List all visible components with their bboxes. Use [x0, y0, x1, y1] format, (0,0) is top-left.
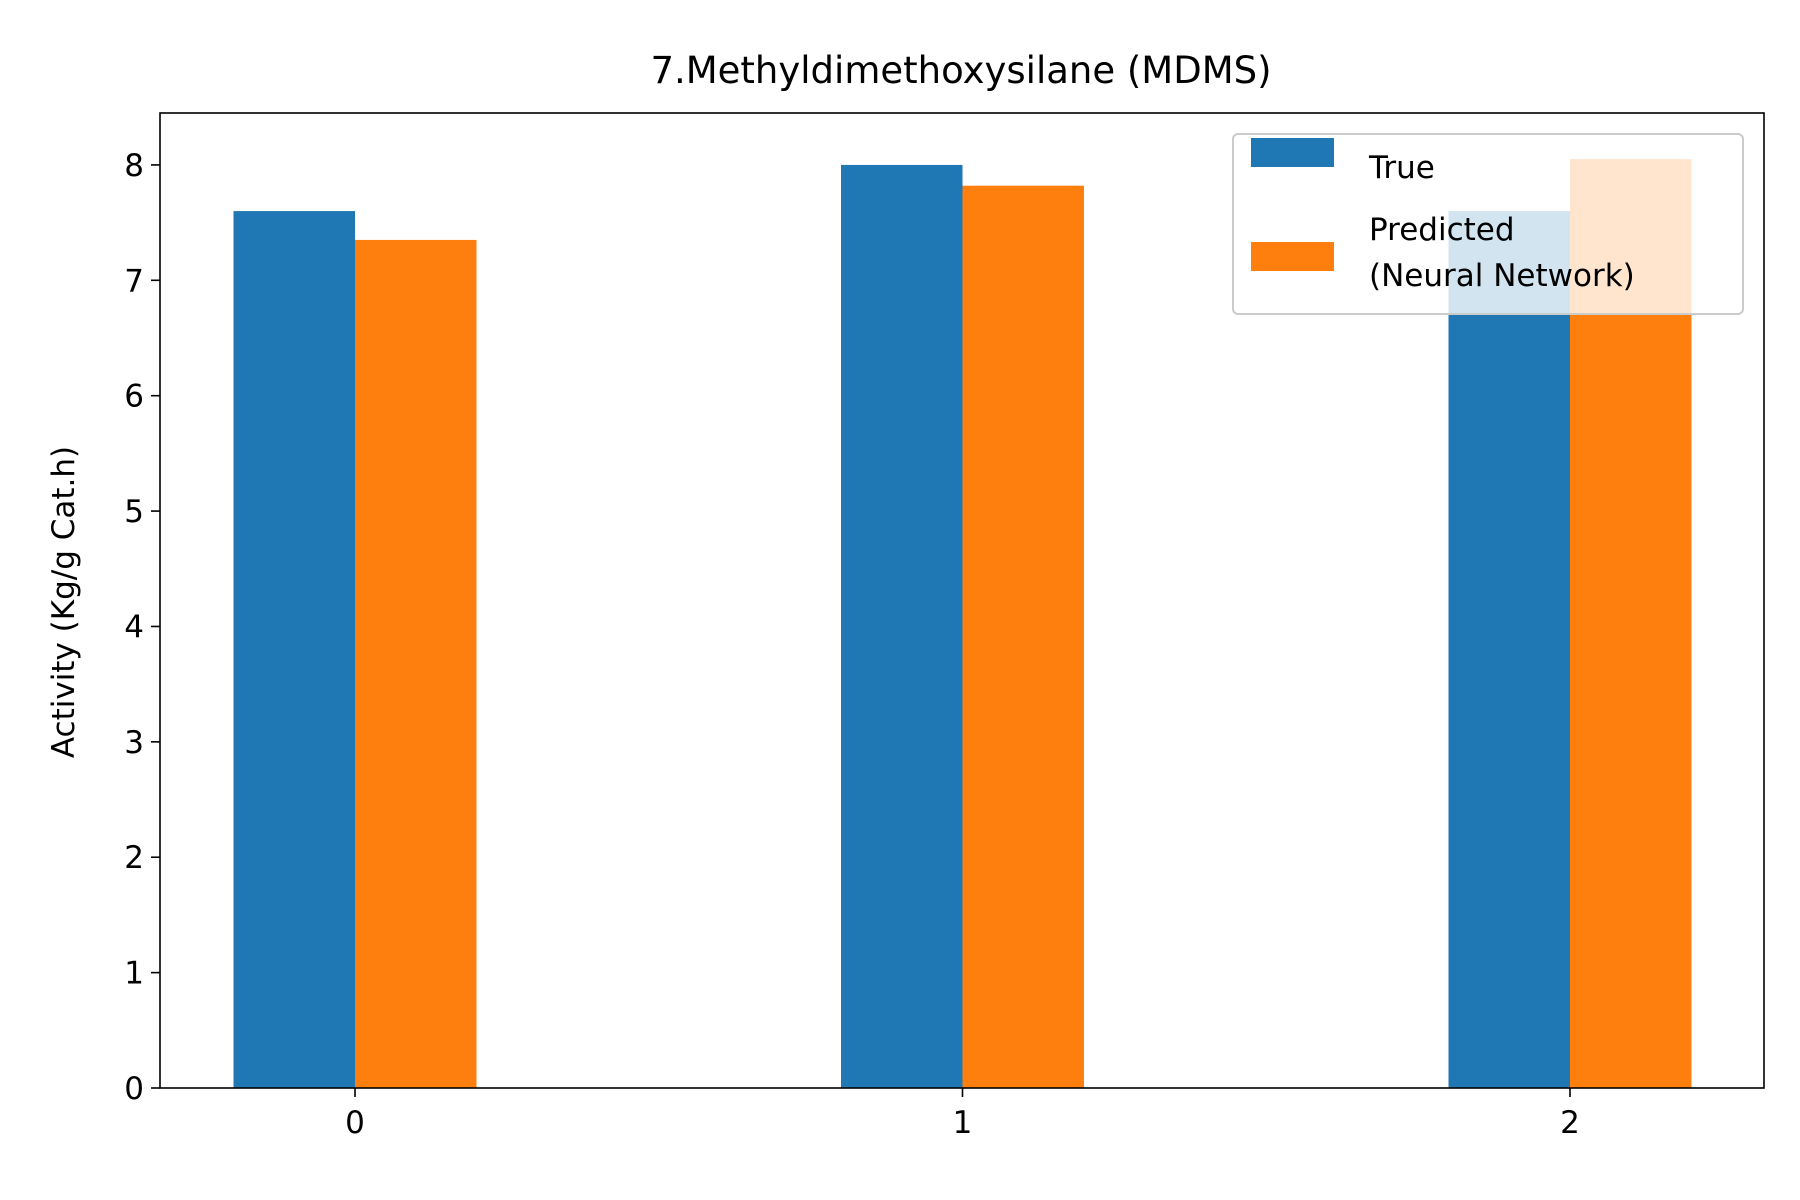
legend-label-true: True [1368, 150, 1435, 186]
y-tick-label: 3 [124, 725, 144, 761]
bar-true-2 [1448, 211, 1570, 1089]
legend-swatch-predicted [1251, 242, 1334, 271]
y-tick-label: 2 [124, 840, 144, 876]
y-axis-ticks: 0 1 2 3 4 5 6 7 8 [124, 148, 160, 1107]
x-axis-ticks: 0 1 2 [345, 1088, 1580, 1141]
legend-label-predicted: Predicted [1369, 212, 1515, 248]
legend-box [1232, 133, 1744, 315]
legend: True Predicted (Neural Network) [1232, 133, 1744, 315]
y-tick-label: 5 [124, 494, 144, 530]
x-tick-label: 0 [345, 1105, 365, 1141]
bar-predicted-0 [355, 239, 477, 1088]
legend-label-predicted: (Neural Network) [1369, 258, 1635, 294]
bars-group [233, 159, 1692, 1089]
y-tick-label: 4 [124, 609, 144, 645]
y-tick-label: 1 [124, 956, 144, 992]
chart-title: 7.Methyldimethoxysilane (MDMS) [650, 49, 1271, 92]
y-tick-label: 7 [124, 263, 144, 299]
y-tick-label: 6 [124, 379, 144, 415]
y-tick-label: 0 [124, 1071, 144, 1107]
legend-swatch-true [1251, 138, 1334, 167]
plot-frame [159, 112, 1765, 1089]
y-tick-label: 8 [124, 148, 144, 184]
x-tick-label: 1 [953, 1105, 973, 1141]
y-axis-label: Activity (Kg/g Cat.h) [46, 446, 82, 758]
x-tick-label: 2 [1560, 1105, 1580, 1141]
bar-true-0 [233, 211, 355, 1089]
bar-true-1 [841, 164, 963, 1088]
bar-predicted-1 [962, 185, 1084, 1088]
